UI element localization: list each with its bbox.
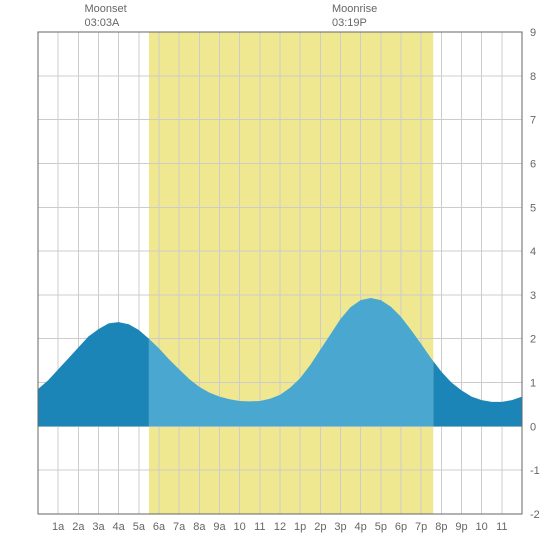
y-tick-label: 7 — [530, 115, 536, 127]
y-tick-label: 5 — [530, 202, 536, 214]
moonrise-annotation: Moonrise 03:19P — [332, 2, 377, 31]
x-tick-label: 6p — [395, 521, 407, 533]
x-tick-label: 4a — [113, 521, 126, 533]
x-tick-label: 7a — [173, 521, 186, 533]
x-tick-label: 7p — [415, 521, 427, 533]
y-tick-label: 0 — [530, 421, 536, 433]
x-tick-label: 3p — [334, 521, 346, 533]
moonrise-time: 03:19P — [332, 16, 377, 30]
y-tick-label: 1 — [530, 378, 536, 390]
x-tick-label: 1p — [294, 521, 306, 533]
chart-svg: 1a2a3a4a5a6a7a8a9a1011121p2p3p4p5p6p7p8p… — [0, 0, 550, 550]
y-tick-label: -1 — [530, 465, 540, 477]
x-tick-label: 4p — [355, 521, 367, 533]
tide-chart: Moonset 03:03A Moonrise 03:19P 1a 2a 3a 4a 5… — [0, 0, 550, 550]
x-tick-label: 2a — [72, 521, 85, 533]
x-tick-label: 10 — [476, 521, 488, 533]
y-tick-label: 9 — [530, 27, 536, 39]
moonset-time: 03:03A — [85, 16, 127, 30]
moonset-label: Moonset — [85, 2, 127, 16]
x-tick-label: 6a — [153, 521, 166, 533]
x-tick-label: 1a — [52, 521, 65, 533]
x-tick-label: 11 — [496, 521, 507, 533]
y-tick-label: 6 — [530, 158, 536, 170]
y-tick-label: -2 — [530, 509, 540, 521]
x-tick-label: 8p — [435, 521, 447, 533]
x-tick-label: 5a — [133, 521, 146, 533]
x-tick-label: 9a — [213, 521, 226, 533]
moonset-annotation: Moonset 03:03A — [85, 2, 127, 31]
x-tick-label: 10 — [234, 521, 246, 533]
x-tick-label: 11 — [254, 521, 265, 533]
y-tick-label: 2 — [530, 334, 536, 346]
daylight-band — [149, 32, 433, 514]
x-tick-label: 5p — [375, 521, 387, 533]
y-tick-label: 3 — [530, 290, 536, 302]
y-tick-label: 4 — [530, 246, 536, 258]
x-tick-label: 12 — [274, 521, 286, 533]
x-tick-label: 9p — [455, 521, 467, 533]
x-tick-label: 8a — [193, 521, 206, 533]
x-tick-label: 2p — [314, 521, 326, 533]
moonrise-label: Moonrise — [332, 2, 377, 16]
y-tick-label: 8 — [530, 71, 536, 83]
x-tick-label: 3a — [92, 521, 105, 533]
